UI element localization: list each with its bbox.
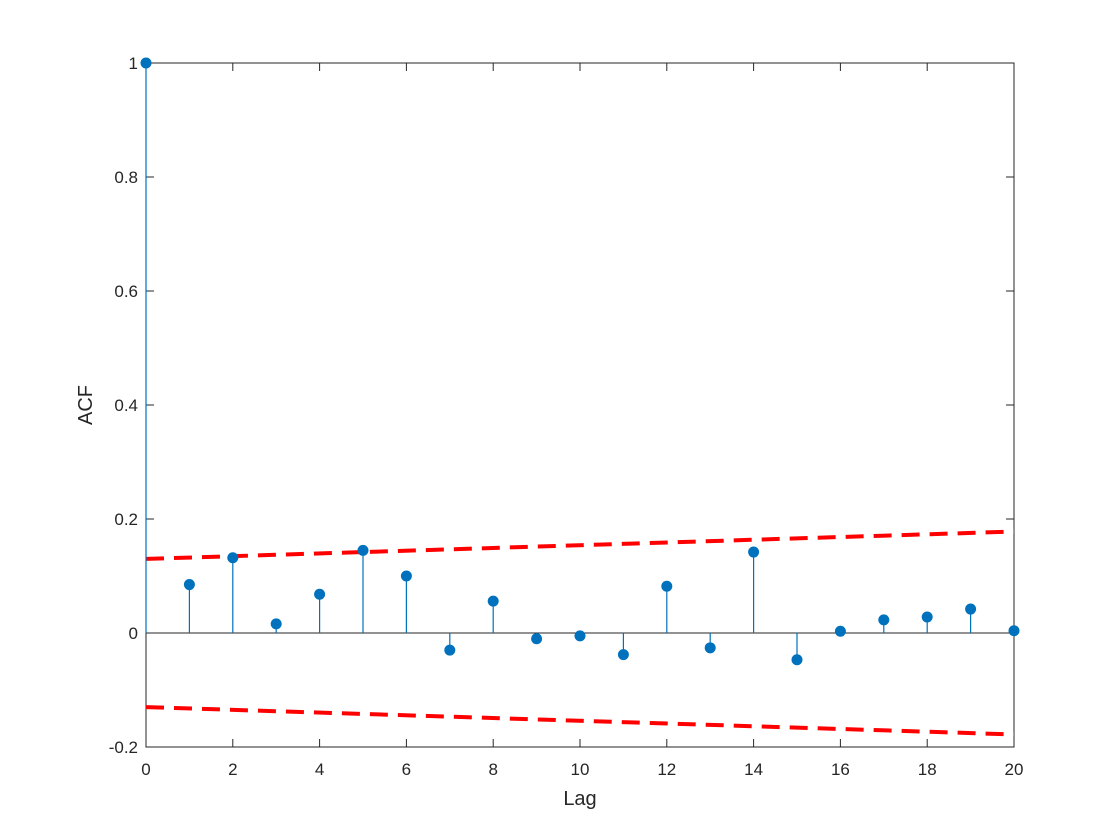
- acf-point: [834, 625, 846, 637]
- y-tick-label: -0.2: [109, 738, 138, 757]
- confidence-bound-upper: [145, 529, 1015, 561]
- acf-point: [357, 544, 369, 556]
- acf-point: [270, 618, 282, 630]
- acf-point: [444, 644, 456, 656]
- x-tick-label: 2: [228, 760, 237, 779]
- confidence-bound-lower: [145, 705, 1015, 737]
- x-axis-label: Lag: [563, 788, 596, 810]
- acf-point: [704, 642, 716, 654]
- x-tick-label: 8: [488, 760, 497, 779]
- y-tick-label: 0: [129, 624, 138, 643]
- acf-point: [878, 614, 890, 626]
- y-tick-label: 0.2: [114, 510, 138, 529]
- x-tick-label: 4: [315, 760, 324, 779]
- acf-point: [921, 611, 933, 623]
- x-tick-label: 18: [918, 760, 937, 779]
- acf-point: [400, 570, 412, 582]
- acf-point: [531, 633, 543, 645]
- y-tick-label: 0.8: [114, 168, 138, 187]
- acf-point: [227, 552, 239, 564]
- x-tick-label: 20: [1005, 760, 1024, 779]
- y-tick-label: 0.4: [114, 396, 138, 415]
- acf-point: [1008, 625, 1020, 637]
- y-tick-label: 1: [129, 54, 138, 73]
- x-tick-label: 14: [744, 760, 763, 779]
- x-tick-label: 12: [657, 760, 676, 779]
- x-tick-label: 10: [571, 760, 590, 779]
- plot-area: 0 2 4 6 8 10 12 14 16 18 20-0.200.20.40.60.81: [109, 54, 1024, 779]
- y-axis-label: ACF: [75, 385, 97, 425]
- acf-point: [748, 546, 760, 558]
- y-tick-label: 0.6: [114, 282, 138, 301]
- acf-point: [140, 57, 152, 69]
- acf-point: [574, 630, 586, 642]
- acf-point: [791, 654, 803, 666]
- acf-point: [965, 603, 977, 615]
- acf-point: [617, 649, 629, 661]
- acf-point: [661, 580, 673, 592]
- acf-point: [183, 579, 195, 591]
- x-tick-label: 6: [402, 760, 411, 779]
- acf-point: [487, 595, 499, 607]
- acf-point: [314, 588, 326, 600]
- x-tick-label: 0: [141, 760, 150, 779]
- x-tick-label: 16: [831, 760, 850, 779]
